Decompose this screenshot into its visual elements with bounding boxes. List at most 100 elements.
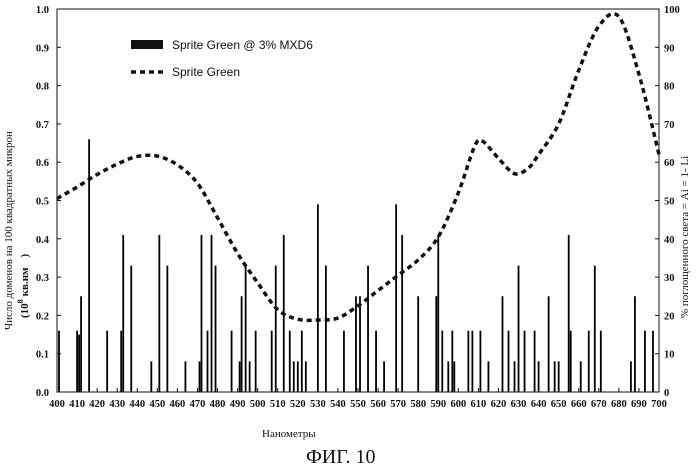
bar-70 (634, 296, 636, 392)
bar-23 (254, 330, 257, 392)
bar-32 (316, 204, 319, 392)
left-y-axis-ticks: 0.0 0.1 0.2 0.3 0.4 0.5 0.6 0.7 0.8 0.9 1.0 (36, 5, 61, 399)
bar-36 (359, 296, 361, 392)
left-y-tick-label-10: 1.0 (36, 5, 49, 16)
bar-67 (593, 265, 596, 392)
bar-62 (557, 361, 560, 392)
bar-12 (184, 361, 187, 392)
bar-63 (567, 234, 570, 392)
left-y-unit-prefix: (10 (19, 303, 31, 318)
svg-text:(108кв.нм): (108 кв.нм) (16, 253, 31, 318)
x-tick-label-0: 400 (49, 399, 65, 410)
legend: Sprite Green @ 3% MXD6 Sprite Green (131, 38, 313, 79)
x-tick-label-24: 640 (531, 399, 547, 410)
right-y-tick-label-10: 100 (664, 5, 680, 16)
bar-47 (451, 330, 454, 392)
bar-3 (80, 296, 82, 392)
line-series-sprite-green (56, 11, 661, 323)
bar-25 (274, 265, 277, 392)
bar-29 (296, 361, 299, 392)
x-tick-label-1: 410 (69, 399, 85, 410)
figure-caption: ФИГ. 10 (306, 446, 376, 468)
left-y-tick-label-2: 0.2 (36, 311, 49, 322)
bar-60 (547, 296, 550, 392)
right-y-tick-label-9: 90 (664, 43, 675, 54)
x-tick-label-12: 520 (290, 399, 306, 410)
left-y-tick-label-4: 0.4 (36, 235, 50, 246)
bar-40 (395, 204, 398, 392)
bar-11 (166, 265, 169, 392)
x-tick-label-18: 580 (410, 399, 426, 410)
bar-7 (122, 234, 125, 392)
bar-54 (507, 330, 510, 392)
x-tick-label-15: 550 (350, 399, 366, 410)
bar-series (58, 139, 654, 392)
legend-label-line: Sprite Green (172, 65, 240, 79)
bar-44 (437, 234, 440, 392)
bar-61 (553, 361, 556, 392)
bar-49 (467, 330, 470, 392)
bar-33 (324, 265, 327, 392)
bar-39 (383, 361, 385, 392)
bar-1 (76, 330, 78, 392)
bar-18 (230, 330, 233, 392)
bar-34 (343, 330, 345, 392)
bar-59 (537, 361, 540, 392)
bar-69 (630, 361, 632, 392)
bar-28 (292, 361, 295, 392)
bar-50 (471, 330, 474, 392)
right-y-tick-label-3: 30 (664, 273, 675, 284)
bar-0 (58, 330, 60, 392)
bar-6 (120, 330, 123, 392)
x-tick-label-22: 620 (491, 399, 507, 410)
left-y-unit-suffix: кв.нм (19, 267, 31, 296)
x-tick-label-4: 440 (129, 399, 145, 410)
x-tick-label-9: 490 (230, 399, 246, 410)
bar-16 (210, 234, 213, 392)
bar-35 (355, 296, 357, 392)
bar-20 (240, 296, 243, 392)
x-axis-ticks: 400 410 420 430 440 450 460 470 480 490 500 510 520 5… (49, 388, 667, 410)
left-y-tick-label-5: 0.5 (36, 197, 49, 208)
bar-22 (248, 361, 251, 392)
right-y-tick-label-2: 20 (664, 311, 675, 322)
bar-45 (441, 330, 444, 392)
x-tick-label-6: 460 (170, 399, 186, 410)
bar-19 (238, 361, 241, 392)
x-tick-label-19: 590 (430, 399, 446, 410)
bar-51 (479, 330, 482, 392)
bar-56 (517, 265, 520, 392)
x-tick-label-30: 700 (651, 399, 667, 410)
right-y-tick-label-4: 40 (664, 235, 675, 246)
bar-2 (78, 334, 80, 392)
x-tick-label-5: 450 (149, 399, 165, 410)
right-y-tick-label-7: 70 (664, 120, 675, 131)
x-axis-title: Нанометры (262, 428, 316, 440)
bar-24 (270, 330, 273, 392)
left-y-tick-label-1: 0.1 (36, 350, 49, 361)
bar-5 (106, 330, 109, 392)
x-tick-label-20: 600 (450, 399, 466, 410)
right-y-axis-title-text: % поглощенного света = Ai = 1- Li (679, 156, 691, 318)
bar-64 (569, 330, 572, 392)
bar-72 (652, 330, 654, 392)
bar-43 (435, 296, 438, 392)
bar-53 (501, 296, 504, 392)
bar-46 (447, 361, 450, 392)
bar-57 (523, 330, 526, 392)
x-tick-label-10: 500 (250, 399, 266, 410)
right-y-tick-label-5: 50 (664, 197, 675, 208)
x-tick-label-8: 480 (210, 399, 226, 410)
bar-9 (150, 361, 153, 392)
right-y-tick-label-1: 10 (664, 350, 675, 361)
left-y-axis-title-text: Число доменов на 100 квадратных микрон (3, 131, 15, 330)
bar-66 (587, 330, 590, 392)
bar-8 (130, 265, 133, 392)
left-y-tick-label-3: 0.3 (36, 273, 49, 284)
x-tick-label-29: 690 (631, 399, 647, 410)
bar-37 (367, 265, 369, 392)
x-tick-label-28: 680 (611, 399, 627, 410)
x-tick-label-17: 570 (390, 399, 406, 410)
x-tick-label-21: 610 (471, 399, 487, 410)
